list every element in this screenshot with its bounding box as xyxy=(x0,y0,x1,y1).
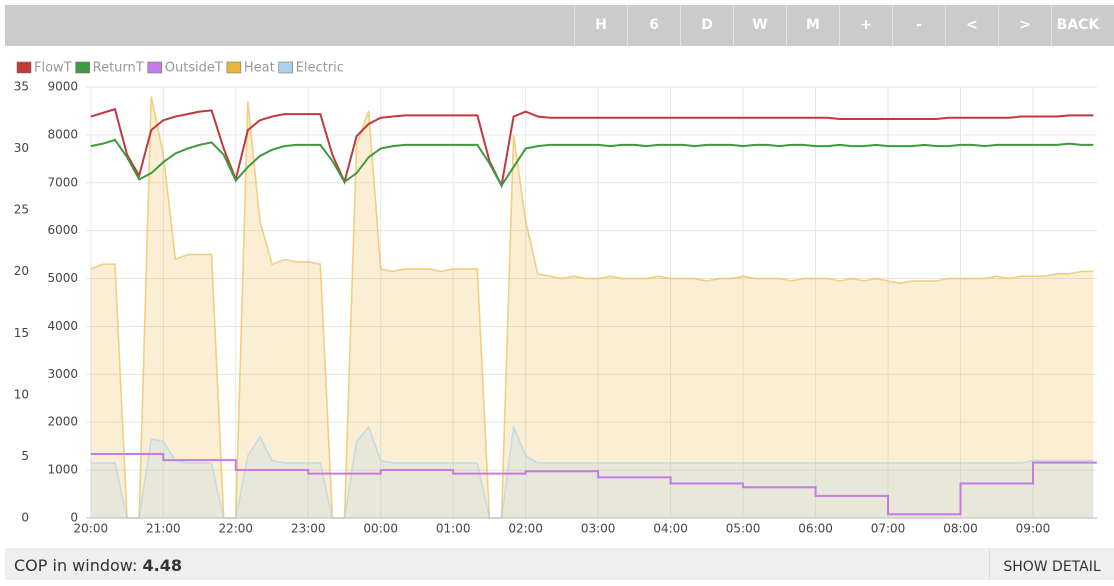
toolbar-button[interactable]: - xyxy=(892,5,945,46)
line xyxy=(90,138,1094,188)
toolbar-button[interactable]: H xyxy=(574,5,627,46)
y-tick-label: 8000 xyxy=(47,127,78,141)
x-tick-label: 21:00 xyxy=(146,522,181,536)
cop-label: COP in window: xyxy=(14,556,138,575)
x-tick-label: 01:00 xyxy=(436,522,471,536)
y2-tick-label: 35 xyxy=(14,80,29,94)
legend-label: Electric xyxy=(296,61,344,76)
y2-tick-label: 5 xyxy=(21,449,29,463)
y-tick-label: 0 xyxy=(70,511,78,525)
toolbar: H 6 D W M + - < > BACK xyxy=(5,5,1114,46)
x-tick-label: 22:00 xyxy=(218,522,253,536)
x-tick-label: 00:00 xyxy=(363,522,398,536)
x-tick-label: 08:00 xyxy=(943,522,978,536)
toolbar-button[interactable]: BACK xyxy=(1051,5,1104,46)
legend-label: ReturnT xyxy=(93,61,144,76)
y-tick-label: 9000 xyxy=(47,80,78,94)
line xyxy=(90,107,1094,189)
x-tick-label: 23:00 xyxy=(291,522,326,536)
toolbar-button[interactable]: 6 xyxy=(627,5,680,46)
line xyxy=(90,423,1094,519)
toolbar-button[interactable]: < xyxy=(945,5,998,46)
chart: 0 1000 2000 3000 4000 5000 6000 7000 8000 9000 0 5 1… xyxy=(14,61,1097,536)
y-tick-label: 1000 xyxy=(47,463,78,477)
toolbar-button[interactable]: > xyxy=(998,5,1051,46)
x-tick-label: 04:00 xyxy=(653,522,688,536)
y2-tick-label: 10 xyxy=(14,387,29,401)
y-tick-label: 6000 xyxy=(47,223,78,237)
legend-swatch xyxy=(226,61,242,74)
x-tick-label: 05:00 xyxy=(726,522,761,536)
y-tick-label: 2000 xyxy=(47,415,78,429)
legend-label: Heat xyxy=(244,61,275,76)
legend-label: FlowT xyxy=(34,61,72,76)
area xyxy=(90,96,1094,519)
y-tick-label: 5000 xyxy=(47,271,78,285)
legend-swatch xyxy=(16,61,32,74)
line xyxy=(90,452,1097,516)
footer: COP in window: 4.48 SHOW DETAIL xyxy=(5,548,1114,580)
x-tick-label: 09:00 xyxy=(1016,522,1051,536)
y2-tick-label: 0 xyxy=(21,511,29,525)
y2-tick-label: 30 xyxy=(14,141,29,155)
y-tick-label: 4000 xyxy=(47,319,78,333)
legend-swatch xyxy=(75,61,90,74)
cop: COP in window: 4.48 xyxy=(14,556,182,575)
y2-tick-label: 15 xyxy=(14,326,29,340)
legend-swatch xyxy=(278,61,294,74)
toolbar-button[interactable]: W xyxy=(733,5,786,46)
x-tick-label: 06:00 xyxy=(798,522,833,536)
y-tick-label: 7000 xyxy=(47,175,78,189)
show-detail-button[interactable]: SHOW DETAIL xyxy=(989,548,1114,580)
y-tick-label: 3000 xyxy=(47,367,78,381)
line xyxy=(90,96,1094,519)
y2-tick-label: 20 xyxy=(14,264,29,278)
x-tick-label: 20:00 xyxy=(74,522,109,536)
toolbar-button[interactable]: D xyxy=(680,5,733,46)
cop-value: 4.48 xyxy=(142,556,182,575)
x-tick-label: 03:00 xyxy=(581,522,616,536)
x-tick-label: 07:00 xyxy=(871,522,906,536)
toolbar-button[interactable]: + xyxy=(839,5,892,46)
toolbar-button[interactable]: M xyxy=(786,5,839,46)
x-tick-label: 02:00 xyxy=(508,522,543,536)
y2-tick-label: 25 xyxy=(14,203,29,217)
legend-label: OutsideT xyxy=(165,61,223,76)
legend-swatch xyxy=(147,61,163,74)
